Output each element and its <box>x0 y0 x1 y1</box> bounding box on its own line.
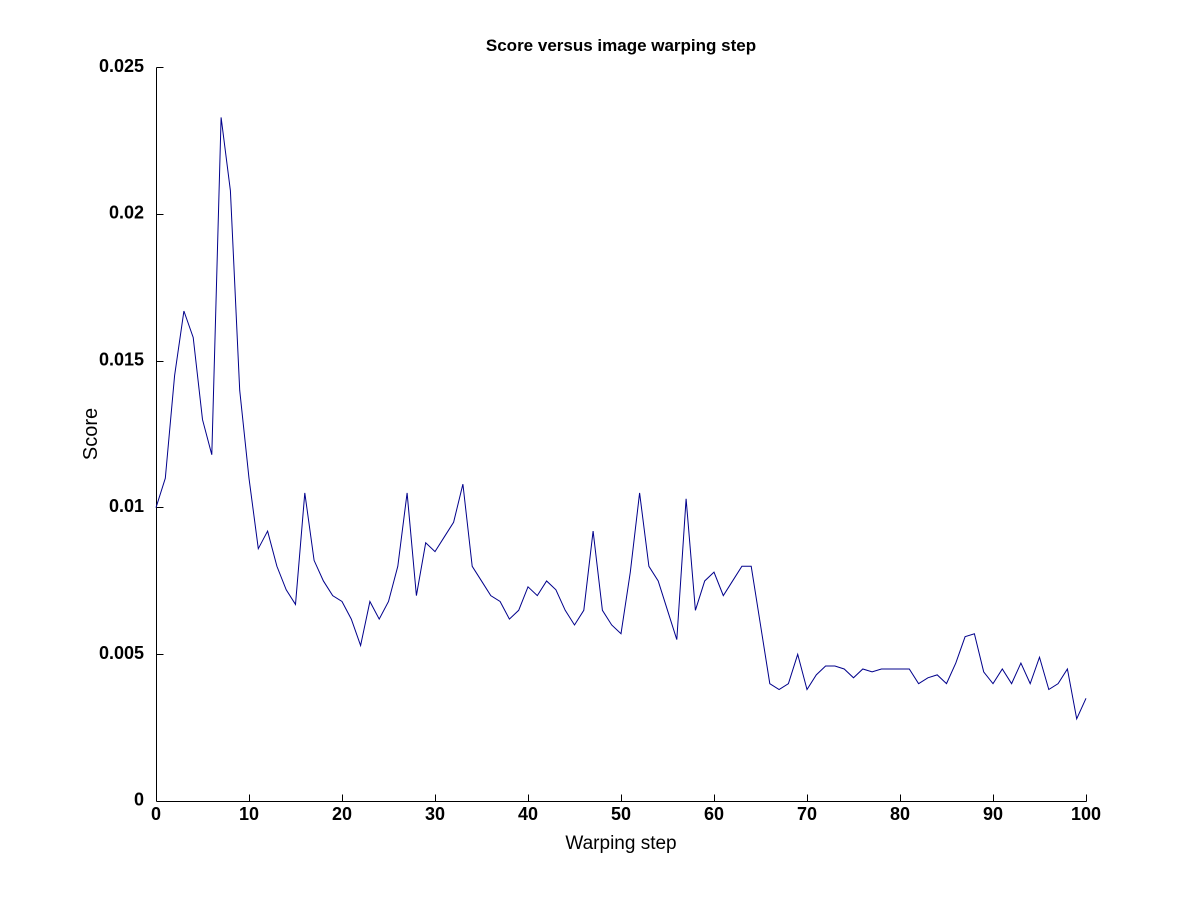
svg-text:0.01: 0.01 <box>109 496 144 516</box>
svg-text:50: 50 <box>611 804 631 824</box>
svg-text:100: 100 <box>1071 804 1101 824</box>
svg-text:0.025: 0.025 <box>99 56 144 76</box>
svg-text:Score: Score <box>80 408 102 460</box>
svg-text:10: 10 <box>239 804 259 824</box>
svg-text:70: 70 <box>797 804 817 824</box>
svg-text:Warping step: Warping step <box>565 833 676 854</box>
svg-text:0.005: 0.005 <box>99 643 144 663</box>
svg-text:20: 20 <box>332 804 352 824</box>
svg-text:Score versus image warping ste: Score versus image warping step <box>486 36 756 55</box>
svg-text:60: 60 <box>704 804 724 824</box>
svg-text:0: 0 <box>134 790 144 810</box>
svg-text:0.015: 0.015 <box>99 349 144 369</box>
svg-text:30: 30 <box>425 804 445 824</box>
svg-text:90: 90 <box>983 804 1003 824</box>
svg-text:80: 80 <box>890 804 910 824</box>
svg-text:0.02: 0.02 <box>109 203 144 223</box>
svg-text:0: 0 <box>151 804 161 824</box>
svg-text:40: 40 <box>518 804 538 824</box>
